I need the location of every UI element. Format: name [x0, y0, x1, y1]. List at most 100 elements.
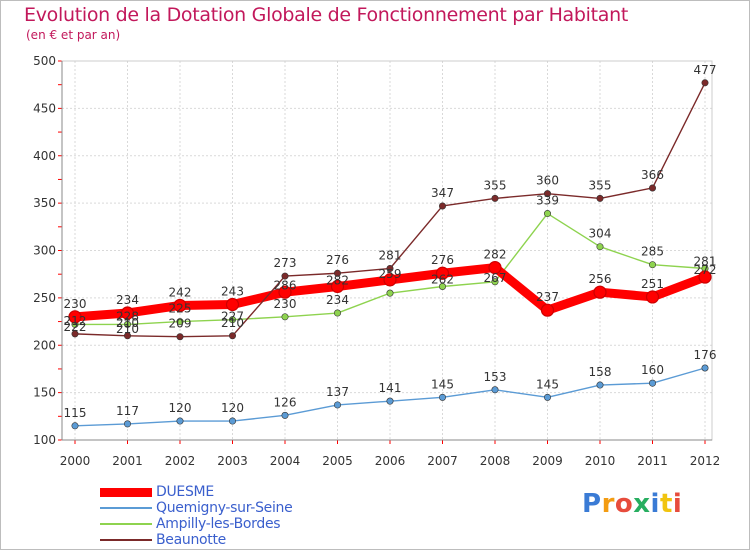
data-point — [645, 290, 660, 304]
x-tick-label: 2010 — [585, 454, 616, 468]
x-tick-label: 2004 — [270, 454, 301, 468]
data-point — [173, 298, 187, 313]
data-label: 230 — [274, 297, 297, 311]
data-point — [278, 285, 292, 299]
data-point — [281, 313, 289, 321]
data-label: 355 — [484, 178, 507, 192]
y-tick-label: 400 — [33, 149, 56, 163]
data-label: 145 — [431, 377, 454, 391]
data-point — [229, 417, 237, 425]
data-label: 222 — [64, 320, 87, 334]
legend-item: Beaunotte — [100, 532, 360, 548]
data-label: 225 — [169, 302, 192, 316]
legend-swatch — [100, 523, 152, 525]
logo-letter: i — [672, 489, 683, 519]
logo-letter: o — [614, 489, 634, 519]
x-tick-label: 2011 — [637, 454, 668, 468]
data-point — [281, 411, 289, 419]
data-label: 281 — [694, 255, 717, 269]
data-point — [71, 330, 79, 338]
chart-subtitle: (en € et par an) — [26, 28, 121, 42]
data-point — [596, 381, 604, 389]
data-label: 281 — [379, 249, 402, 263]
data-point — [124, 320, 132, 328]
data-label: 160 — [641, 363, 664, 377]
legend-label: Quemigny-sur-Seine — [156, 500, 293, 516]
data-label: 273 — [274, 256, 297, 270]
line-chart: 100 150 200 250 300 350 400 450 500 2000 2001 2002 2… — [33, 54, 721, 468]
data-label: 210 — [116, 322, 139, 336]
data-point — [120, 306, 135, 320]
data-point — [176, 417, 184, 425]
data-label: 347 — [431, 186, 454, 200]
data-label: 115 — [64, 406, 87, 420]
data-point — [491, 386, 499, 394]
data-label: 304 — [589, 227, 612, 241]
data-point — [491, 194, 499, 202]
x-tick-label: 2002 — [165, 454, 196, 468]
y-tick-label: 200 — [33, 338, 56, 352]
legend-swatch — [100, 507, 152, 509]
y-tick-label: 250 — [33, 291, 56, 305]
data-point — [540, 303, 555, 317]
data-point — [435, 266, 450, 280]
data-label: 137 — [326, 385, 349, 399]
x-tick-label: 2005 — [322, 454, 353, 468]
y-tick-label: 300 — [33, 244, 56, 258]
legend-swatch — [100, 488, 152, 497]
data-label: 209 — [169, 317, 192, 331]
data-point — [386, 265, 394, 273]
series-lines — [68, 79, 712, 430]
data-label: 145 — [536, 377, 559, 391]
logo-letter: r — [601, 489, 615, 519]
data-label: 259 — [379, 267, 402, 281]
data-point — [596, 243, 604, 251]
data-label: 276 — [326, 253, 349, 267]
data-point — [225, 297, 240, 312]
data-point — [543, 210, 551, 218]
data-point — [386, 289, 394, 297]
data-label: 230 — [64, 297, 87, 311]
data-point — [648, 379, 656, 387]
legend-item: DUESME — [100, 484, 360, 500]
data-label: 262 — [431, 273, 454, 287]
data-label: 141 — [379, 381, 402, 395]
x-tick-label: 2007 — [427, 454, 458, 468]
logo-letter: i — [650, 489, 660, 519]
data-point — [229, 316, 237, 324]
y-tick-label: 450 — [33, 101, 56, 115]
legend-label: DUESME — [156, 484, 214, 500]
data-point — [281, 272, 289, 280]
data-point — [438, 283, 446, 291]
data-label: 256 — [589, 272, 612, 286]
data-point — [648, 261, 656, 269]
data-point — [543, 393, 551, 401]
data-label: 339 — [536, 194, 559, 208]
data-point — [648, 184, 656, 192]
data-point — [383, 273, 397, 287]
x-tick-label: 2008 — [480, 454, 511, 468]
data-point — [124, 420, 132, 428]
data-label: 243 — [221, 285, 244, 299]
data-label: 212 — [64, 314, 87, 328]
data-label: 276 — [431, 253, 454, 267]
data-point — [71, 422, 79, 430]
data-point — [701, 79, 709, 87]
legend-item: Ampilly-les-Bordes — [100, 516, 360, 532]
data-point — [330, 279, 345, 294]
data-label: 153 — [484, 370, 507, 384]
x-tick-label: 2012 — [690, 454, 721, 468]
data-label: 176 — [694, 348, 717, 362]
data-label: 286 — [274, 278, 297, 292]
logo-letter: t — [659, 489, 673, 519]
data-point — [488, 260, 502, 275]
data-point — [68, 310, 82, 324]
proxiti-logo: Proxiti — [582, 489, 692, 525]
data-labels: 230 234 242 243 276 282 237 256 251 115 117 120 120 1… — [64, 63, 717, 420]
legend: DUESME Quemigny-sur-Seine Ampilly-les-Bo… — [100, 484, 360, 548]
data-label: 237 — [536, 290, 559, 304]
chart-title: Evolution de la Dotation Globale de Fonc… — [24, 4, 629, 26]
data-label: 477 — [694, 63, 717, 77]
data-point — [593, 285, 607, 299]
data-point — [543, 190, 551, 198]
